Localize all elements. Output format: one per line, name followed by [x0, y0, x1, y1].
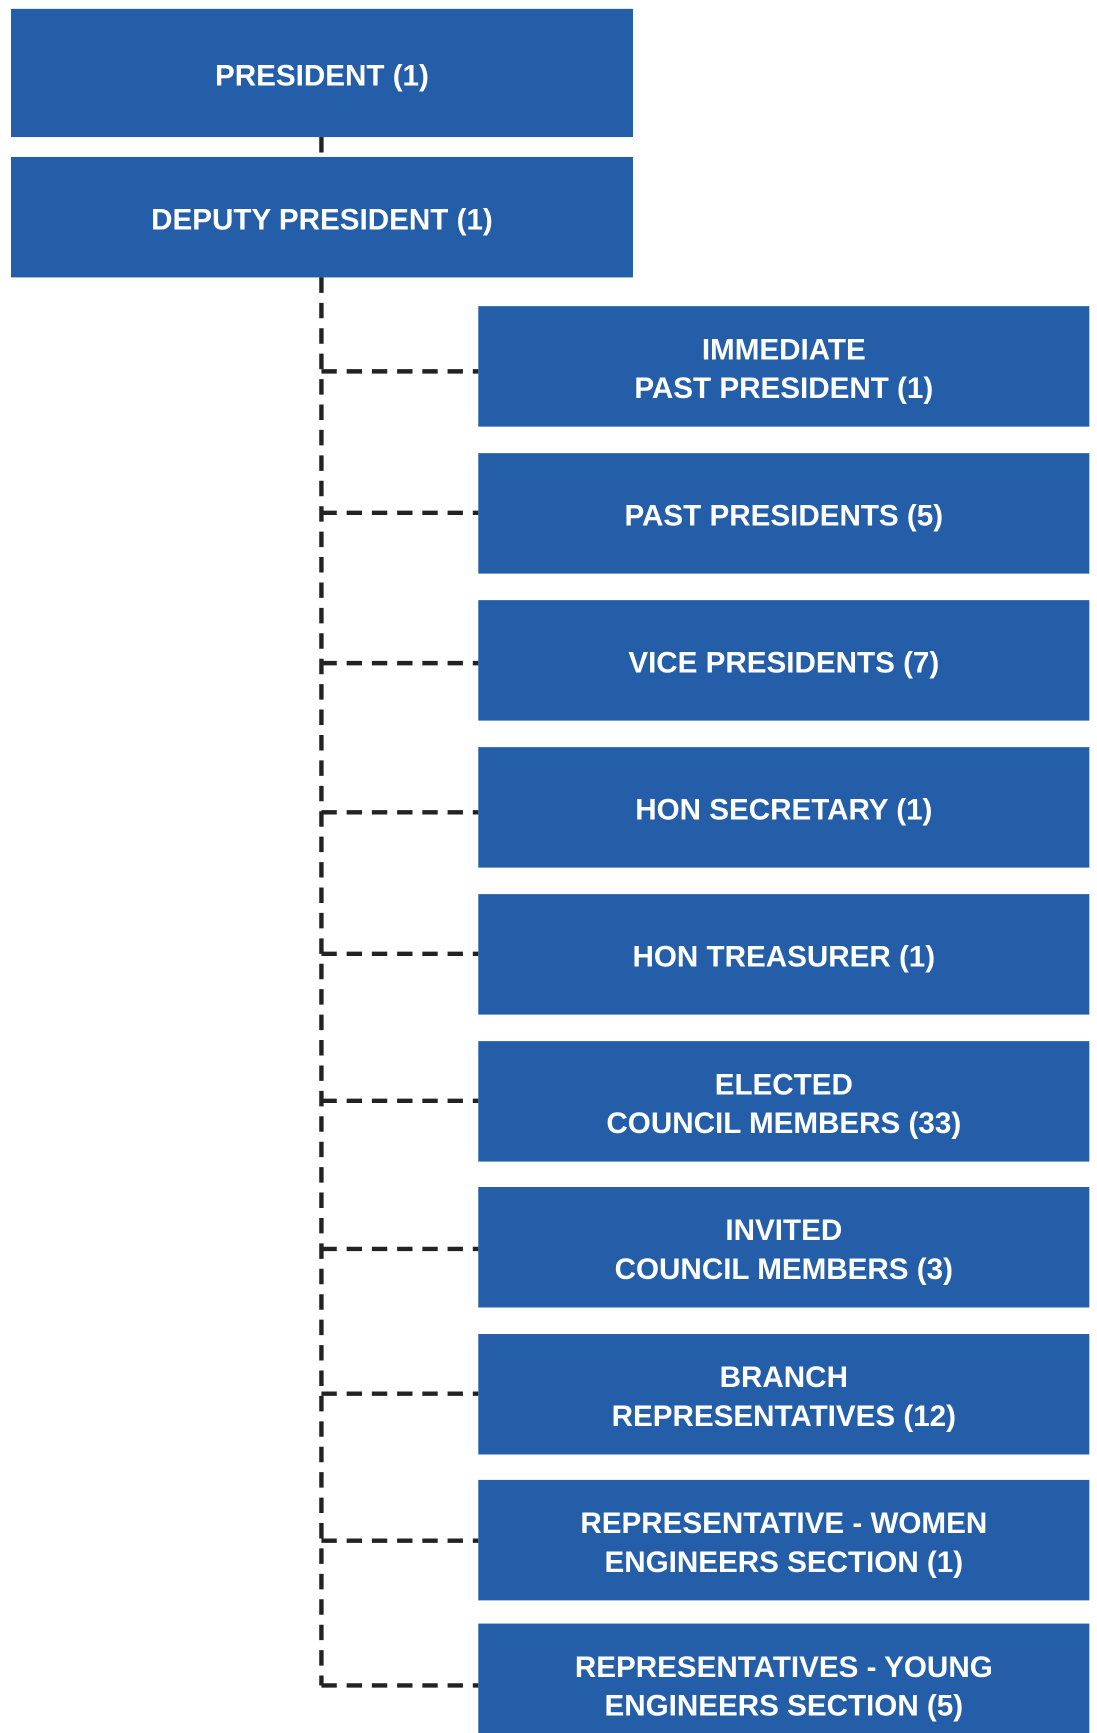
node-label: HON SECRETARY (1) [635, 794, 932, 827]
node-box [10, 8, 633, 138]
node-box [478, 1187, 1090, 1308]
node-box [478, 1334, 1090, 1455]
node-label: COUNCIL MEMBERS (3) [615, 1253, 953, 1286]
node-label: ELECTED [715, 1068, 853, 1101]
node-label: ENGINEERS SECTION (1) [604, 1546, 963, 1579]
node-label: ENGINEERS SECTION (5) [604, 1689, 963, 1722]
node-label: PRESIDENT (1) [215, 59, 429, 92]
node-box [478, 600, 1090, 721]
node-label: VICE PRESIDENTS (7) [628, 647, 939, 680]
node-box [478, 1623, 1090, 1733]
node-label: HON TREASURER (1) [632, 941, 935, 974]
node-label: BRANCH [720, 1361, 848, 1394]
node-box [478, 306, 1090, 427]
node-label: IMMEDIATE [702, 333, 866, 366]
node-label: INVITED [725, 1214, 842, 1247]
node-box [10, 156, 633, 278]
node-label: REPRESENTATIVES - YOUNG [575, 1651, 993, 1684]
node-box [478, 1041, 1090, 1162]
node-box [478, 747, 1090, 868]
node-label: DEPUTY PRESIDENT (1) [151, 203, 493, 236]
node-box [478, 894, 1090, 1015]
node-label: PAST PRESIDENTS (5) [625, 500, 944, 533]
node-label: REPRESENTATIVE - WOMEN [580, 1507, 987, 1540]
node-box [478, 453, 1090, 574]
node-box [478, 1479, 1090, 1601]
node-label: PAST PRESIDENT (1) [634, 372, 933, 405]
node-label: REPRESENTATIVES (12) [612, 1400, 956, 1433]
node-label: COUNCIL MEMBERS (33) [606, 1107, 961, 1140]
